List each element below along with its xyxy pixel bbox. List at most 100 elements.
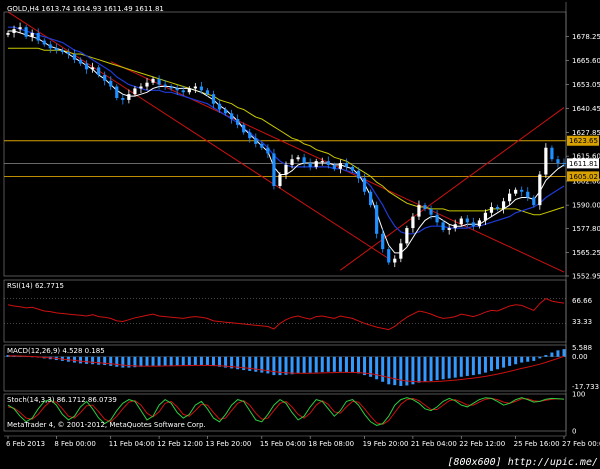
copyright-text: MetaTrader 4, © 2001-2012, MetaQuotes So…	[7, 421, 206, 429]
macd-histogram-bar	[199, 356, 203, 366]
macd-histogram-bar	[338, 356, 342, 372]
macd-histogram-bar	[139, 356, 143, 367]
macd-histogram-bar	[556, 350, 560, 357]
time-tick-label: 21 Feb 04:00	[411, 440, 457, 448]
macd-histogram-bar	[278, 356, 282, 376]
candle-bull	[489, 207, 494, 213]
time-tick-label: 11 Feb 04:00	[109, 440, 155, 448]
stoch-tick-label: 100	[572, 391, 585, 399]
macd-histogram-bar	[405, 356, 409, 386]
candle-bear	[248, 132, 252, 139]
candle-bear	[471, 222, 475, 227]
candle-bear	[308, 163, 312, 167]
macd-histogram-bar	[97, 356, 101, 365]
macd-histogram-bar	[526, 356, 530, 362]
candle-bull	[18, 27, 22, 30]
candle-bull	[459, 218, 463, 225]
price-tag-label: 1605.02	[569, 173, 598, 181]
macd-histogram-bar	[496, 356, 500, 370]
candle-bear	[205, 90, 210, 95]
candle-bull	[278, 174, 282, 186]
macd-pane[interactable]	[4, 349, 566, 386]
time-tick-label: 18 Feb 08:00	[308, 440, 354, 448]
candle-bear	[103, 75, 107, 81]
macd-histogram-bar	[127, 356, 131, 368]
time-tick-label: 12 Feb 12:00	[157, 440, 203, 448]
candle-bear	[526, 191, 530, 198]
candle-bear	[242, 124, 246, 133]
price-tag-box	[567, 158, 599, 169]
macd-histogram-bar	[230, 356, 234, 369]
price-tick-label: 1665.60	[572, 57, 600, 65]
macd-histogram-bar	[508, 356, 512, 366]
rsi-tick-label: 33.33	[572, 318, 592, 326]
macd-histogram-bar	[477, 356, 481, 375]
macd-histogram-bar	[489, 356, 493, 371]
macd-histogram-bar	[205, 356, 209, 366]
macd-histogram-bar	[441, 356, 445, 380]
macd-histogram-bar	[544, 355, 548, 357]
candle-bear	[272, 153, 276, 186]
candle-bull	[284, 164, 288, 175]
macd-histogram-bar	[465, 356, 469, 376]
stoch-pane[interactable]	[7, 397, 565, 426]
candle-bear	[435, 214, 439, 223]
candle-bull	[399, 243, 403, 259]
candle-bull	[477, 220, 481, 227]
candle-bull	[91, 67, 95, 70]
macd-tick-label: -17.733	[572, 383, 599, 391]
candle-bull	[393, 258, 397, 263]
candle-bull	[296, 157, 300, 160]
candle-bear	[362, 178, 367, 192]
macd-histogram-bar	[157, 356, 161, 366]
candle-bear	[266, 147, 270, 154]
candle-bear	[550, 147, 554, 160]
candle-bear	[181, 90, 185, 93]
macd-histogram-bar	[302, 356, 306, 374]
candle-bear	[115, 86, 119, 98]
rsi-pane[interactable]	[4, 298, 566, 331]
macd-histogram-bar	[79, 356, 83, 364]
candle-bear	[211, 94, 216, 104]
price-pane[interactable]	[4, 11, 566, 273]
time-tick-label: 25 Feb 16:00	[514, 440, 560, 448]
macd-histogram-bar	[393, 356, 397, 386]
macd-histogram-bar	[326, 356, 330, 372]
macd-histogram-bar	[236, 356, 240, 370]
axes: 1678.25 1665.60 1653.05 1640.45 1627.85 1615.…	[3, 2, 600, 448]
macd-histogram-bar	[175, 356, 179, 366]
candle-bear	[381, 233, 385, 250]
candle-bull	[6, 32, 10, 35]
macd-histogram-bar	[435, 356, 439, 381]
price-chart-title: GOLD,H4 1613.74 1614.93 1611.49 1611.81	[7, 5, 164, 13]
candle-bear	[369, 191, 373, 206]
macd-histogram-bar	[103, 356, 107, 366]
candle-bear	[326, 161, 330, 165]
candle-bull	[453, 224, 457, 229]
time-tick-label: 15 Feb 04:00	[260, 440, 306, 448]
rsi-tick-label: 66.66	[572, 297, 593, 305]
rsi-line	[7, 298, 565, 331]
candle-bull	[133, 88, 137, 95]
candle-bull	[193, 86, 197, 89]
stoch-main-line	[7, 397, 565, 426]
candle-bull	[447, 228, 451, 230]
macd-histogram-bar	[248, 356, 252, 371]
price-tick-label: 1577.80	[572, 225, 600, 233]
candle-bear	[199, 86, 203, 91]
candle-bull	[538, 174, 542, 206]
macd-histogram-bar	[520, 356, 524, 363]
candle-bear	[332, 164, 336, 169]
candle-bear	[532, 197, 536, 206]
macd-histogram-bar	[163, 356, 167, 366]
time-tick-label: 19 Feb 20:00	[363, 440, 409, 448]
candle-bear	[48, 44, 52, 49]
candle-bull	[483, 212, 488, 221]
candle-bear	[223, 109, 228, 114]
candle-bear	[36, 32, 40, 41]
macd-histogram-bar	[314, 356, 318, 373]
macd-histogram-bar	[550, 352, 554, 357]
macd-histogram-bar	[151, 356, 155, 366]
candle-bear	[72, 53, 77, 60]
